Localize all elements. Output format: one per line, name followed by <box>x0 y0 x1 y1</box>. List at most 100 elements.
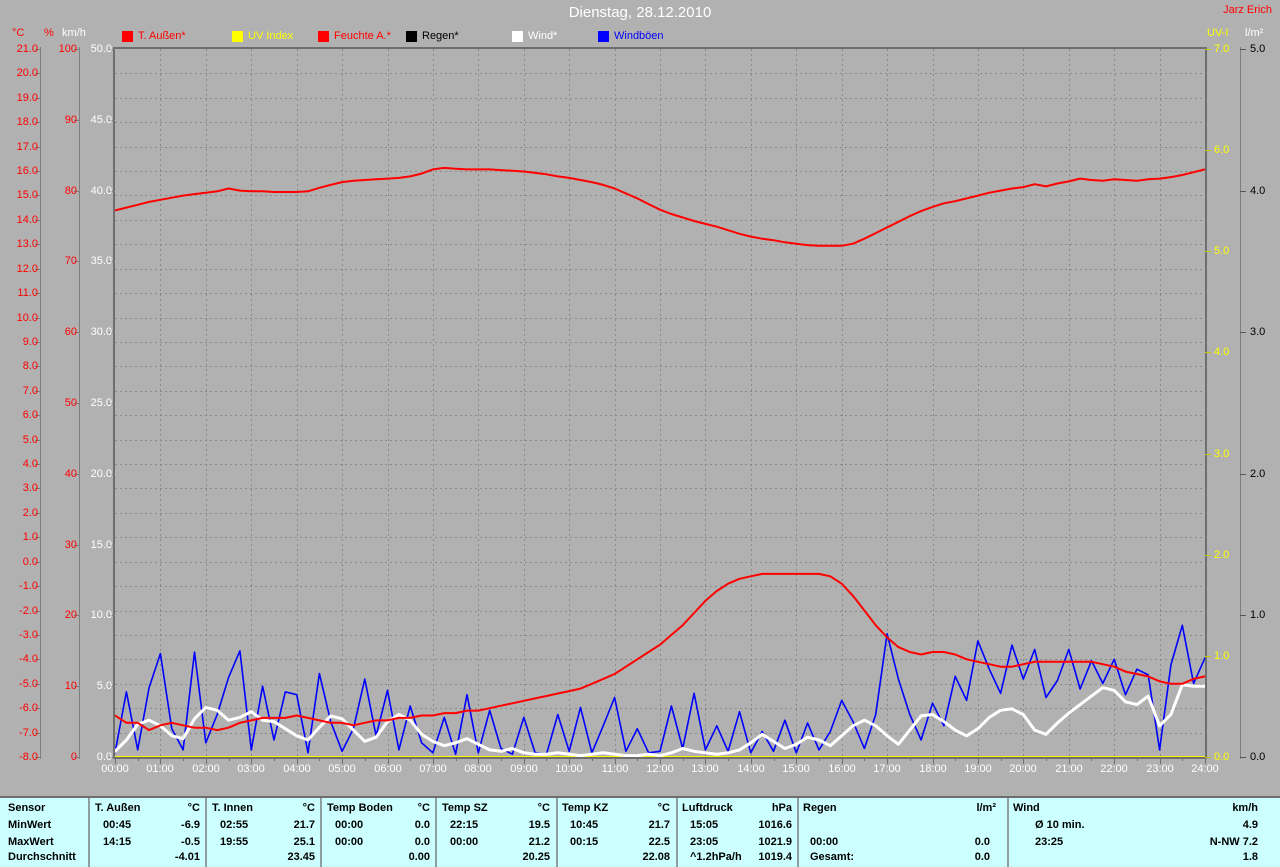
x-label-6: 06:00 <box>374 763 402 775</box>
table-max-time-regen: 00:00 <box>810 836 839 848</box>
axis-label-temp-20: 1.0 <box>22 531 38 543</box>
axis-tick-uv-6 <box>1205 656 1211 657</box>
x-tick-12 <box>660 758 661 764</box>
table-col-unit-temp-boden: °C <box>417 802 430 814</box>
table-col-unit-temp-sz: °C <box>537 802 550 814</box>
axis-label-temp-12: 9.0 <box>22 336 38 348</box>
x-label-5: 05:00 <box>328 763 356 775</box>
table-avg-value-wind: 1.8 <box>1242 851 1258 863</box>
stats-table: Sensor MinWert MaxWert Durchschnitt T. Außen… <box>0 796 1280 867</box>
table-divider-1 <box>205 798 207 867</box>
x-tick-11 <box>615 758 616 764</box>
axis-label-temp-5: 16.0 <box>16 165 38 177</box>
axis-tick-temp-15 <box>35 415 41 416</box>
axis-tick-lm2-2 <box>1240 332 1246 333</box>
x-tick-6 <box>388 758 389 764</box>
table-min-time-t-innen: 02:55 <box>220 819 249 831</box>
table-col-name-regen: Regen <box>803 802 837 814</box>
axis-label-temp-28: -7.0 <box>19 727 38 739</box>
x-minortick-11.5 <box>637 758 638 761</box>
axis-tick-kmh-2 <box>109 191 115 192</box>
table-min-value-wind: 4.9 <box>1242 819 1258 831</box>
axis-tick-temp-1 <box>35 73 41 74</box>
axis-tick-pct-6 <box>74 474 80 475</box>
axis-label-temp-10: 11.0 <box>17 287 38 299</box>
axis-label-temp-9: 12.0 <box>16 263 38 275</box>
axis-tick-kmh-4 <box>109 332 115 333</box>
x-minortick-2.5 <box>229 758 230 761</box>
x-label-4: 04:00 <box>283 763 311 775</box>
series-line-feuchte-a- <box>114 166 1206 247</box>
axis-tick-temp-25 <box>35 659 41 660</box>
axis-tick-pct-8 <box>74 615 80 616</box>
table-min-time-temp-sz: 22:15 <box>450 819 479 831</box>
table-divider-7 <box>1007 798 1009 867</box>
axis-label-temp-29: -8.0 <box>19 751 38 763</box>
axis-tick-kmh-7 <box>109 545 115 546</box>
axis-label-temp-13: 8.0 <box>22 360 38 372</box>
axis-label-kmh-3: 35.0 <box>90 255 112 267</box>
table-col-unit-luftdruck: hPa <box>771 802 792 814</box>
table-avg-time-regen: Gesamt: <box>810 851 855 863</box>
table-avg-value-luftdruck: 1019.4 <box>758 851 792 863</box>
x-minortick-7.5 <box>456 758 457 761</box>
x-minortick-16.5 <box>864 758 865 761</box>
x-tick-5 <box>342 758 343 764</box>
axis-tick-kmh-3 <box>109 261 115 262</box>
axis-label-temp-19: 2.0 <box>22 507 38 519</box>
x-tick-7 <box>433 758 434 764</box>
axis-label-temp-21: 0.0 <box>22 556 38 568</box>
x-label-2: 02:00 <box>192 763 220 775</box>
x-label-9: 09:00 <box>510 763 538 775</box>
table-avg-time-luftdruck: ^1.2hPa/h <box>690 851 742 863</box>
axis-tick-lm2-4 <box>1240 615 1246 616</box>
x-tick-15 <box>796 758 797 764</box>
table-max-time-temp-boden: 00:00 <box>335 836 364 848</box>
x-tick-3 <box>251 758 252 764</box>
axis-tick-temp-23 <box>35 611 41 612</box>
axis-tick-temp-22 <box>35 586 41 587</box>
axis-label-temp-11: 10.0 <box>16 312 38 324</box>
x-minortick-3.5 <box>274 758 275 761</box>
axis-label-uv-2: 5.0 <box>1214 245 1230 257</box>
axis-tick-temp-28 <box>35 733 41 734</box>
axis-unit-pct: % <box>44 27 54 39</box>
legend-label-4: Wind* <box>528 30 558 42</box>
table-max-value-regen: 0.0 <box>974 836 990 848</box>
table-min-value-temp-kz: 21.7 <box>648 819 670 831</box>
axis-tick-lm2-1 <box>1240 191 1246 192</box>
series-line-windb-en <box>114 624 1206 756</box>
axis-tick-uv-5 <box>1205 555 1211 556</box>
table-col-unit-temp-kz: °C <box>657 802 670 814</box>
table-avg-value-t-au-en: -4.01 <box>174 851 200 863</box>
x-label-18: 18:00 <box>919 763 947 775</box>
chart-svg <box>113 49 1207 758</box>
axis-tick-kmh-5 <box>109 403 115 404</box>
axis-label-temp-18: 3.0 <box>22 482 38 494</box>
axis-tick-kmh-6 <box>109 474 115 475</box>
legend-label-3: Regen* <box>422 30 459 42</box>
axis-tick-temp-12 <box>35 342 41 343</box>
axis-tick-temp-6 <box>35 195 41 196</box>
axis-tick-temp-20 <box>35 537 41 538</box>
x-minortick-17.5 <box>910 758 911 761</box>
axis-unit-uv: UV-I <box>1207 27 1229 39</box>
x-tick-19 <box>978 758 979 764</box>
axis-label-lm2-5: 0.0 <box>1250 751 1266 763</box>
table-min-time-temp-boden: 00:00 <box>335 819 364 831</box>
axis-label-pct-4: 60 <box>64 326 77 338</box>
axis-label-kmh-5: 25.0 <box>90 397 112 409</box>
table-avg-value-regen: 0.0 <box>974 851 990 863</box>
table-max-time-t-au-en: 14:15 <box>103 836 132 848</box>
x-minortick-15.5 <box>819 758 820 761</box>
axis-label-lm2-4: 1.0 <box>1250 609 1266 621</box>
x-label-1: 01:00 <box>146 763 174 775</box>
axis-label-pct-9: 10 <box>64 680 77 692</box>
axis-tick-uv-2 <box>1205 251 1211 252</box>
axis-tick-uv-3 <box>1205 352 1211 353</box>
axis-tick-temp-11 <box>35 318 41 319</box>
axis-unit-kmh: km/h <box>62 27 86 39</box>
table-min-value-temp-boden: 0.0 <box>414 819 430 831</box>
x-label-24: 24:00 <box>1191 763 1219 775</box>
table-max-time-temp-sz: 00:00 <box>450 836 479 848</box>
